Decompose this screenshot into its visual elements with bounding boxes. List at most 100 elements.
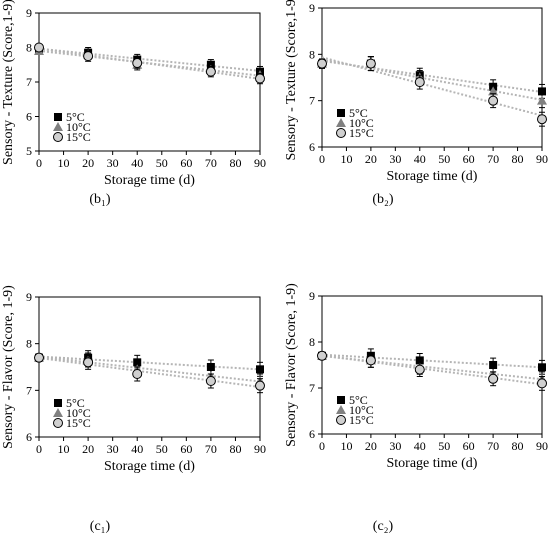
x-tick-label: 70	[205, 442, 217, 456]
x-tick-label: 20	[365, 152, 377, 166]
trendline	[38, 355, 261, 371]
x-tick-label: 60	[463, 152, 475, 166]
legend-marker	[53, 122, 63, 131]
x-tick-label: 50	[438, 439, 450, 453]
legend-marker	[337, 109, 345, 117]
x-tick-label: 10	[58, 156, 70, 170]
y-axis-title: Sensory - Flavor (Score, 1-9)	[1, 285, 16, 449]
legend-marker	[337, 396, 345, 404]
x-tick-label: 60	[463, 439, 475, 453]
legend-marker	[336, 415, 346, 425]
y-tick-label: 8	[26, 41, 32, 55]
x-tick-label: 30	[107, 442, 119, 456]
legend-label: 5°C	[66, 110, 85, 124]
x-tick-label: 90	[536, 439, 548, 453]
trendline	[321, 56, 543, 117]
x-axis-title: Storage time (d)	[104, 173, 195, 188]
x-tick-label: 40	[131, 156, 143, 170]
x-tick-label: 60	[180, 442, 192, 456]
data-point	[414, 77, 425, 88]
data-point	[365, 355, 376, 366]
x-tick-label: 80	[512, 152, 524, 166]
data-point	[83, 357, 94, 368]
y-axis-title: Sensory - Texture (Score,1-9)	[1, 0, 16, 165]
panel-caption: (c₂)	[373, 519, 394, 534]
y-tick-label: 8	[309, 335, 315, 349]
legend-label: 5°C	[349, 106, 368, 120]
legend-label: 10°C	[66, 406, 91, 420]
legend-marker	[53, 408, 63, 417]
legend-marker	[53, 418, 63, 428]
x-tick-label: 60	[180, 156, 192, 170]
trendline	[38, 355, 261, 383]
data-point	[34, 352, 44, 363]
y-tick-label: 8	[309, 47, 315, 61]
y-tick-label: 6	[309, 140, 315, 154]
y-axis-title: Sensory - Flavor (Score, 1-9)	[284, 283, 299, 447]
x-axis-title: Storage time (d)	[387, 169, 478, 184]
y-tick-label: 6	[26, 110, 32, 124]
data-point	[317, 350, 327, 361]
y-tick-label: 7	[309, 381, 315, 395]
y-tick-label: 5	[26, 144, 32, 158]
x-axis-title: Storage time (d)	[387, 456, 478, 471]
data-point	[537, 95, 547, 105]
y-tick-label: 6	[309, 427, 315, 441]
y-tick-label: 7	[309, 94, 315, 108]
panel-caption: (c₁)	[90, 519, 111, 534]
x-tick-label: 30	[389, 152, 401, 166]
data-point	[414, 364, 425, 375]
trendline	[38, 49, 261, 77]
x-tick-label: 0	[36, 156, 42, 170]
x-tick-label: 30	[107, 156, 119, 170]
data-point	[132, 58, 143, 69]
x-tick-label: 10	[58, 442, 70, 456]
x-tick-label: 0	[319, 439, 325, 453]
y-tick-label: 9	[309, 289, 315, 303]
x-tick-label: 40	[131, 442, 143, 456]
data-point	[538, 87, 546, 96]
data-point	[132, 369, 143, 379]
y-tick-label: 9	[26, 290, 32, 304]
trendline	[38, 47, 261, 80]
y-tick-label: 6	[26, 430, 32, 444]
y-tick-label: 9	[26, 6, 32, 20]
data-point	[83, 51, 94, 62]
data-point	[537, 378, 547, 389]
x-tick-label: 10	[340, 152, 352, 166]
data-point	[488, 86, 499, 96]
legend-label: 15°C	[349, 126, 374, 140]
x-tick-label: 80	[512, 439, 524, 453]
data-point	[34, 42, 44, 53]
data-point	[317, 58, 327, 69]
data-point	[538, 363, 546, 372]
legend-label: 15°C	[66, 416, 91, 430]
x-tick-label: 90	[536, 152, 548, 166]
legend-marker	[336, 118, 346, 127]
panel-caption: (b₂)	[372, 192, 394, 207]
x-tick-label: 0	[319, 152, 325, 166]
trendline	[321, 354, 543, 386]
x-tick-label: 70	[205, 156, 217, 170]
legend-label: 5°C	[349, 393, 368, 407]
data-point	[255, 380, 265, 391]
legend-label: 10°C	[349, 116, 374, 130]
x-tick-label: 20	[82, 156, 94, 170]
y-tick-label: 9	[309, 1, 315, 15]
trendline	[321, 353, 543, 369]
data-point	[255, 73, 265, 84]
y-axis-title: Sensory - Texture (Score,1-9)	[284, 0, 299, 160]
x-axis-title: Storage time (d)	[104, 459, 195, 474]
x-tick-label: 40	[414, 152, 426, 166]
trendline	[38, 47, 261, 72]
y-tick-label: 7	[26, 75, 32, 89]
trendline	[38, 356, 261, 388]
y-tick-label: 7	[26, 383, 32, 397]
legend-label: 15°C	[66, 130, 91, 144]
legend-label: 10°C	[66, 120, 91, 134]
legend-marker	[336, 405, 346, 414]
